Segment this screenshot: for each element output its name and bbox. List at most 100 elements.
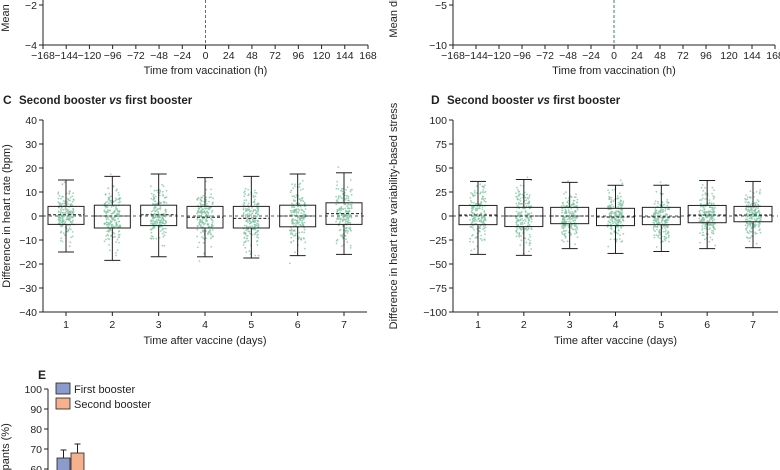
data-point [339, 234, 342, 237]
data-point [335, 195, 337, 198]
data-point [254, 219, 257, 222]
data-point [621, 240, 624, 243]
data-point [614, 221, 616, 224]
data-point [484, 184, 486, 187]
box-day-4 [186, 177, 224, 262]
data-point [107, 216, 109, 219]
data-point [616, 225, 619, 228]
data-point [245, 224, 248, 227]
x-tick-label: −24 [582, 50, 600, 62]
x-tick-label: 3 [567, 319, 573, 331]
data-point [293, 219, 296, 221]
data-point [701, 194, 704, 196]
data-point [60, 210, 62, 212]
data-point [109, 200, 111, 202]
data-point [746, 212, 748, 215]
data-point [473, 229, 476, 231]
data-point [110, 206, 113, 208]
data-point [565, 220, 568, 223]
data-point [745, 236, 748, 239]
data-point [667, 230, 670, 233]
data-point [658, 229, 661, 232]
data-point [527, 217, 530, 220]
data-point [336, 180, 339, 183]
data-point [475, 220, 478, 222]
legend-label: First booster [74, 384, 135, 396]
data-point [256, 215, 258, 218]
data-point [757, 217, 760, 220]
data-point [574, 219, 577, 222]
data-point [301, 221, 303, 224]
data-point [291, 219, 294, 222]
data-point [152, 209, 154, 212]
data-point [704, 186, 706, 189]
data-point [254, 212, 257, 215]
data-point [247, 226, 250, 228]
data-point [612, 200, 615, 203]
data-point [249, 210, 252, 213]
data-point [115, 222, 118, 225]
x-tick-label: −144 [54, 50, 78, 62]
data-point [745, 194, 747, 197]
data-point [107, 223, 110, 226]
data-point [335, 239, 338, 242]
data-point [211, 219, 214, 222]
data-point [165, 220, 168, 223]
data-point [205, 237, 207, 240]
data-point [149, 237, 152, 240]
data-point [473, 248, 476, 250]
data-point [251, 225, 254, 228]
data-point [621, 204, 624, 207]
data-point [713, 208, 715, 211]
data-point [150, 231, 153, 234]
data-point [702, 231, 704, 234]
data-point [245, 207, 247, 210]
data-point [471, 224, 474, 227]
data-point [242, 244, 245, 246]
data-point [300, 208, 303, 211]
data-point [335, 203, 338, 206]
data-point [155, 237, 158, 240]
data-point [482, 228, 484, 231]
data-point [242, 207, 245, 210]
data-point [654, 213, 656, 216]
data-point [71, 231, 74, 233]
data-point [253, 219, 256, 222]
data-point [566, 201, 569, 204]
data-point [527, 223, 530, 225]
data-point [68, 193, 71, 195]
data-point [66, 208, 69, 211]
data-point [106, 209, 109, 211]
data-point [566, 240, 569, 243]
data-point [667, 234, 670, 237]
data-point [522, 220, 524, 222]
box-iqr [140, 204, 178, 227]
data-point [345, 227, 347, 230]
y-tick-label: 60 [30, 464, 42, 470]
data-point [471, 210, 473, 212]
data-point [666, 221, 669, 224]
data-point [338, 209, 341, 212]
data-point [659, 233, 661, 236]
data-point [244, 193, 247, 196]
data-point [341, 233, 344, 236]
data-point [302, 200, 305, 203]
data-point [211, 221, 214, 224]
data-point [210, 196, 212, 198]
data-point [161, 244, 164, 247]
data-point [244, 187, 247, 190]
data-point [341, 190, 344, 193]
data-point [196, 218, 199, 221]
data-point [297, 211, 300, 214]
data-point [115, 205, 118, 208]
data-point [302, 223, 304, 226]
data-point [518, 194, 520, 197]
y-tick-label: 0 [31, 211, 37, 223]
x-tick-label: 5 [248, 319, 254, 331]
x-tick-label: −120 [78, 50, 102, 62]
data-point [106, 223, 108, 226]
data-point [609, 219, 612, 221]
data-point [152, 237, 155, 240]
panel-title-part: first booster [550, 95, 621, 107]
x-tick-label: 6 [295, 319, 301, 331]
